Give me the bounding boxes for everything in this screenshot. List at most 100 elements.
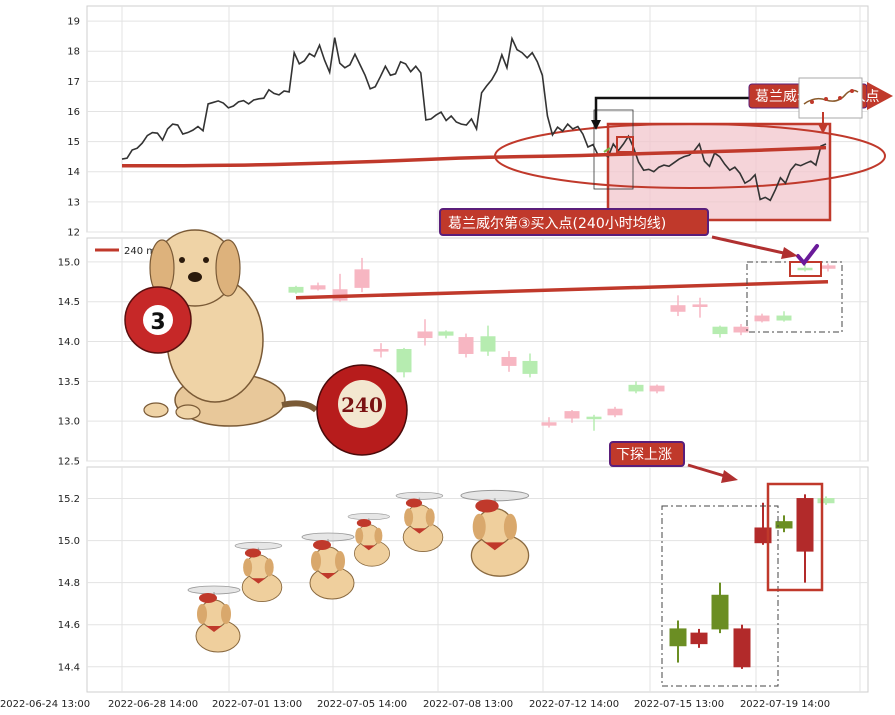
y-tick-label: 18 [67,47,80,58]
y-tick-label: 14.8 [58,578,80,589]
candle-body [820,265,836,269]
mid-callout-arrow [711,235,789,256]
dip-rise-arrowhead [721,470,738,483]
candle-body [396,349,412,373]
dog-ear [503,513,517,540]
y-tick-label: 12.5 [58,457,80,468]
candle-body [417,331,433,339]
candle-body [776,315,792,321]
dog-ear [197,604,207,624]
propeller-cap [244,548,262,558]
billiard-ball-240: 240 [316,364,408,456]
propeller-cap [356,519,372,527]
candle-body [586,416,602,420]
candle-body [669,628,687,647]
y-tick-label: 17 [67,77,80,88]
dog-bowtie [251,578,266,584]
checkmark-icon [796,244,819,267]
candle-body [670,305,686,312]
y-tick-label: 13 [67,197,80,208]
flying-dog [187,585,241,653]
dog-ear [264,558,274,577]
y-tick-label: 15 [67,137,80,148]
candle-body [817,498,835,504]
mid-callout-text: 葛兰威尔第③买入点(240小时均线) [448,215,666,232]
candle-body [711,594,729,630]
callout-pointer-arrowhead [591,120,601,130]
flying-dog [301,532,355,600]
dog-ear [472,513,486,540]
buy-zone-highlight [606,122,832,222]
rise-candles-box [766,482,824,592]
propeller-blade [187,585,241,595]
candle-body [501,356,517,366]
candle-body [712,326,728,335]
buy-tick-mark [603,147,611,153]
billiard-ball-3: 3 [124,286,192,354]
candle-body [607,408,623,416]
candle-body [733,628,751,668]
candle-body [541,422,557,426]
y-tick-label: 13.0 [58,417,80,428]
propeller-blade [234,541,283,550]
y-tick-label: 13.5 [58,377,80,388]
ma240-line [295,280,829,300]
y-tick-label: 16 [67,107,80,118]
legend: 240 ma [95,246,162,257]
dog-ear [243,558,253,577]
candle-body [458,337,474,354]
candle-body [373,349,389,352]
y-tick-label: 14.6 [58,620,80,631]
dip-rise-arrow [687,463,729,479]
callout-pointer-line [594,96,808,125]
dog-illustration [143,229,319,427]
propeller-cap [199,593,217,603]
hourly-price-panel: 12 13 14 15 16 17 18 19 [67,5,869,239]
candle-body [522,360,538,374]
propeller-blade [395,491,444,500]
y-tick-label: 14 [67,167,80,178]
propeller-blade [301,532,355,542]
x-tick-label: 2022-07-19 14:00 [740,699,830,710]
dog-bowtie [320,573,336,579]
dog-ear [221,604,231,624]
candle-body [480,336,496,352]
ball-3-label: 3 [150,310,165,335]
flying-dog [395,491,444,553]
price-line [121,35,827,202]
candle-body [649,385,665,392]
reindeer-sticker [798,77,863,119]
y-tick-label: 15.0 [58,536,80,547]
candle-body [628,384,644,392]
candle-body [354,269,370,288]
x-tick-label: 2022-07-01 13:00 [212,699,302,710]
dog-ear [311,551,321,571]
ma240-line [122,145,827,168]
y-tick-label: 15.2 [58,494,80,505]
flying-dog [234,541,283,603]
candle-body [775,521,793,529]
candle-body [288,286,304,293]
candle-body [438,331,454,336]
x-tick-label: 2022-07-15 13:00 [634,699,724,710]
x-tick-label: 2022-07-08 13:00 [423,699,513,710]
mid-callout-arrowhead [781,247,798,259]
x-tick-label: 2022-06-24 13:00 [0,699,90,710]
x-tick-label: 2022-07-05 14:00 [317,699,407,710]
x-tick-label: 2022-06-28 14:00 [108,699,198,710]
flying-dog [347,513,391,567]
dog-bowtie [362,545,376,551]
candle-body [754,315,770,322]
propeller-cap [313,540,331,550]
y-tick-label: 14.0 [58,337,80,348]
flying-dog [460,489,530,577]
flying-dogs-illustration [187,489,530,653]
propeller-cap [475,499,499,513]
dog-ear [374,527,383,544]
highlight-down-arrowhead [818,124,828,134]
dog-ear [355,527,364,544]
candle-body [690,632,708,645]
candle-body [797,267,813,271]
y-tick-label: 14.5 [58,297,80,308]
ball-240-label: 240 [341,393,383,417]
